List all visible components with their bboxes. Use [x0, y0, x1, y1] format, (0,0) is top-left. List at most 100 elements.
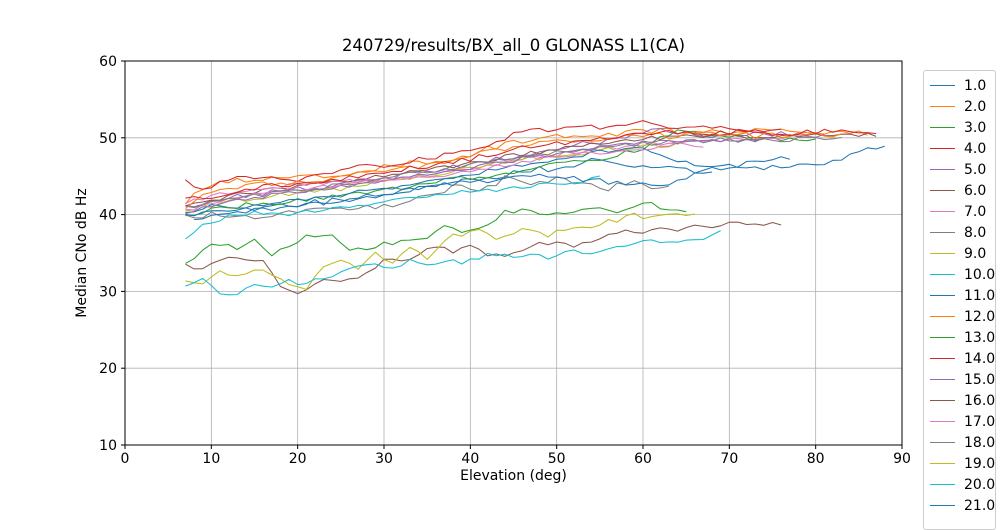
legend-line-sample — [930, 421, 955, 422]
legend-label: 4.0 — [964, 140, 987, 157]
y-tick-label: 40 — [99, 208, 117, 224]
legend-label: 21.0 — [964, 497, 996, 514]
chart-title: 240729/results/BX_all_0 GLONASS L1(CA) — [341, 36, 686, 55]
legend-line-sample — [930, 190, 955, 191]
legend-line-sample — [930, 274, 955, 275]
legend-label: 1.0 — [964, 77, 987, 94]
x-axis-label: Elevation (deg) — [460, 468, 567, 484]
legend-line-sample — [930, 106, 955, 107]
legend-line-sample — [930, 463, 955, 464]
legend-line-sample — [930, 316, 955, 317]
series-line-8.0 — [185, 175, 670, 220]
series-line-19.0 — [185, 212, 695, 290]
legend-entry-15.0: 15.0 — [930, 369, 995, 390]
legend-box: 1.0 2.0 3.0 4.0 5.0 6.0 7.0 8.0 9.0 10.0 11.0 12.0 1… — [923, 70, 996, 530]
legend-line-sample — [930, 85, 955, 86]
series-line-18.0 — [185, 136, 842, 209]
legend-label: 7.0 — [964, 203, 987, 220]
series-line-13.0 — [185, 201, 687, 264]
series-line-4.0 — [185, 120, 782, 190]
legend-entry-9.0: 9.0 — [930, 243, 995, 264]
series-line-2.0 — [184, 127, 868, 205]
legend-entry-10.0: 10.0 — [930, 264, 995, 285]
legend-label: 18.0 — [964, 434, 996, 451]
legend-entry-19.0: 19.0 — [930, 453, 995, 474]
legend-line-sample — [930, 148, 955, 149]
x-tick-label: 50 — [548, 451, 566, 467]
legend-entry-16.0: 16.0 — [930, 390, 995, 411]
x-tick-label: 0 — [121, 451, 130, 467]
legend-line-sample — [930, 232, 955, 233]
x-tick-label: 30 — [375, 451, 393, 467]
legend-label: 20.0 — [964, 476, 996, 493]
series-line-16.0 — [185, 221, 782, 295]
legend-entry-3.0: 3.0 — [930, 117, 995, 138]
legend-label: 14.0 — [964, 350, 996, 367]
x-tick-label: 20 — [289, 451, 307, 467]
legend-line-sample — [930, 505, 955, 506]
series-line-21.0 — [194, 171, 713, 221]
y-tick-label: 30 — [99, 284, 117, 300]
legend-label: 3.0 — [964, 119, 987, 136]
series-line-20.0 — [185, 230, 721, 296]
legend-entry-13.0: 13.0 — [930, 327, 995, 348]
legend-label: 19.0 — [964, 455, 996, 472]
series-line-11.0 — [185, 145, 885, 217]
series-line-10.0 — [185, 175, 600, 240]
x-tick-label: 40 — [461, 451, 479, 467]
legend-line-sample — [930, 442, 955, 443]
legend-line-sample — [930, 169, 955, 170]
x-tick-label: 70 — [720, 451, 738, 467]
y-tick-label: 60 — [99, 54, 117, 70]
legend-label: 17.0 — [964, 413, 996, 430]
legend-entry-12.0: 12.0 — [930, 306, 995, 327]
legend-line-sample — [930, 379, 955, 380]
legend-label: 9.0 — [964, 245, 987, 262]
legend-entry-14.0: 14.0 — [930, 348, 995, 369]
legend-entry-4.0: 4.0 — [930, 138, 995, 159]
legend-line-sample — [930, 253, 955, 254]
legend-label: 13.0 — [964, 329, 996, 346]
legend-line-sample — [930, 337, 955, 338]
chart-figure: 0 10 20 30 40 50 60 70 80 90 10 20 30 40 50 60 240729/r… — [74, 36, 996, 530]
series-group — [184, 120, 885, 296]
legend-entry-11.0: 11.0 — [930, 285, 995, 306]
legend-entry-8.0: 8.0 — [930, 222, 995, 243]
legend-label: 15.0 — [964, 371, 996, 388]
legend-label: 11.0 — [964, 287, 996, 304]
legend-line-sample — [930, 358, 955, 359]
legend-line-sample — [930, 295, 955, 296]
legend-label: 12.0 — [964, 308, 996, 325]
legend-label: 8.0 — [964, 224, 987, 241]
legend-label: 10.0 — [964, 266, 996, 283]
plot-border — [124, 60, 903, 446]
figure-window: { "chart_data": { "type": "line", "title… — [74, 36, 996, 530]
series-line-3.0 — [185, 129, 816, 217]
x-tick-label: 80 — [807, 451, 825, 467]
legend-line-sample — [930, 400, 955, 401]
legend-entry-18.0: 18.0 — [930, 432, 995, 453]
legend-entry-6.0: 6.0 — [930, 180, 995, 201]
legend-label: 5.0 — [964, 161, 987, 178]
legend-line-sample — [930, 127, 955, 128]
legend-entry-5.0: 5.0 — [930, 159, 995, 180]
legend-entry-1.0: 1.0 — [930, 75, 995, 96]
x-tick-label: 10 — [202, 451, 220, 467]
series-line-6.0 — [185, 132, 877, 207]
legend-label: 6.0 — [964, 182, 987, 199]
legend-entry-2.0: 2.0 — [930, 96, 995, 117]
legend-label: 2.0 — [964, 98, 987, 115]
y-tick-label: 10 — [99, 438, 117, 454]
legend-label: 16.0 — [964, 392, 996, 409]
legend-entry-21.0: 21.0 — [930, 495, 995, 516]
legend-line-sample — [930, 211, 955, 212]
legend-entry-20.0: 20.0 — [930, 474, 995, 495]
series-line-12.0 — [185, 131, 842, 209]
series-line-14.0 — [185, 128, 877, 200]
legend-entry-7.0: 7.0 — [930, 201, 995, 222]
x-tick-label: 60 — [634, 451, 652, 467]
y-tick-label: 20 — [99, 361, 117, 377]
y-tick-label: 50 — [99, 131, 117, 147]
legend-entry-17.0: 17.0 — [930, 411, 995, 432]
